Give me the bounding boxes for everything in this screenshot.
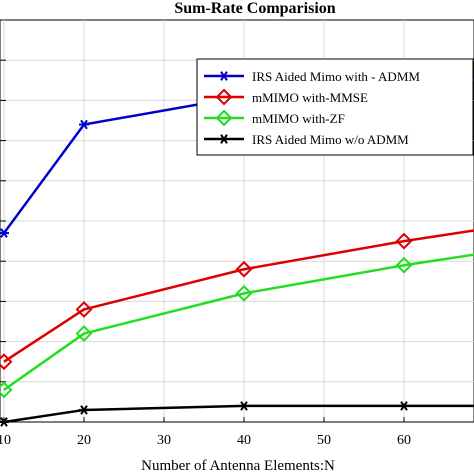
x-ticks: 10 20 30 40 50 60 <box>0 417 411 448</box>
legend-entry: mMIMO with-MMSE <box>204 88 368 106</box>
legend-marker <box>215 109 233 127</box>
legend-label: IRS Aided Mimo with - ADMM <box>252 69 420 84</box>
data-point <box>395 232 413 250</box>
data-point <box>399 401 409 411</box>
data-point <box>0 353 13 371</box>
legend-marker <box>215 88 233 106</box>
x-axis-label: Number of Antenna Elements:N <box>141 458 335 474</box>
data-point <box>235 284 253 302</box>
data-point <box>75 301 93 318</box>
x-tick-label: 50 <box>317 433 331 448</box>
series-line <box>3 229 474 363</box>
data-point <box>395 256 413 274</box>
x-tick-label: 60 <box>397 433 411 448</box>
x-tick-label: 30 <box>157 433 171 448</box>
series-2 <box>0 253 474 399</box>
legend: IRS Aided Mimo with - ADMM mMIMO with-MMS… <box>196 58 474 156</box>
legend-label: mMIMO with-ZF <box>252 111 345 126</box>
y-tick-marks <box>0 59 6 383</box>
data-point <box>235 260 253 278</box>
legend-label: mMIMO with-MMSE <box>252 90 368 105</box>
x-tick-label: 40 <box>237 433 251 448</box>
x-tick-label: 20 <box>77 433 91 448</box>
data-point <box>75 325 93 342</box>
legend-entry: IRS Aided Mimo w/o ADMM <box>204 132 409 147</box>
x-tick-label: 10 <box>0 433 11 448</box>
data-point <box>79 119 89 130</box>
data-point <box>0 228 9 238</box>
legend-entry: mMIMO with-ZF <box>204 109 345 127</box>
chart-title: Sum-Rate Comparision <box>174 0 335 17</box>
data-point <box>0 381 13 399</box>
series-line <box>3 253 474 391</box>
data-point <box>79 405 89 415</box>
data-point <box>239 401 249 411</box>
legend-marker <box>219 71 229 81</box>
legend-entry: IRS Aided Mimo with - ADMM <box>204 69 420 84</box>
series-1 <box>0 229 474 371</box>
legend-marker <box>219 134 229 144</box>
legend-label: IRS Aided Mimo w/o ADMM <box>252 132 409 147</box>
data-point <box>0 417 9 427</box>
series-3 <box>0 401 474 427</box>
